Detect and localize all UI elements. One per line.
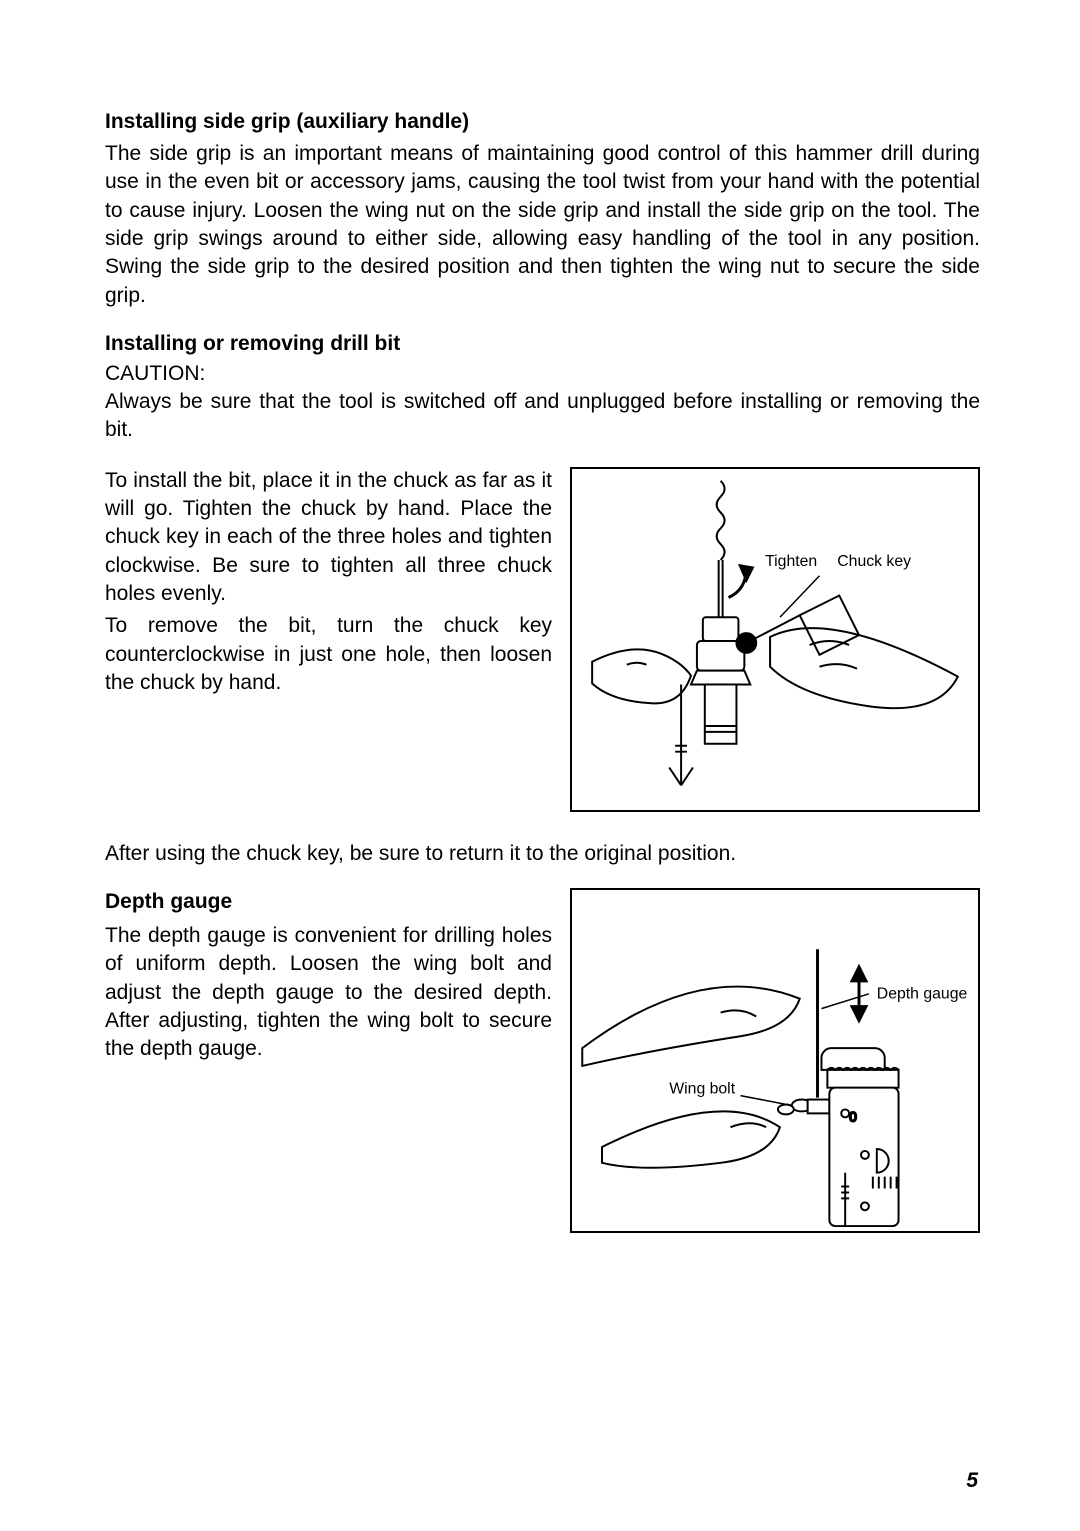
section2-text-column: To install the bit, place it in the chuc… — [105, 467, 552, 698]
caution-body: Always be sure that the tool is switched… — [105, 388, 980, 445]
label-depth-gauge: Depth gauge — [877, 985, 968, 1002]
section1-heading: Installing side grip (auxiliary handle) — [105, 110, 980, 134]
chuck-key-illustration: Tighten Chuck key — [572, 469, 978, 810]
section2-after: After using the chuck key, be sure to re… — [105, 842, 980, 866]
section1-body: The side grip is an important means of m… — [105, 140, 980, 310]
section2-para1: To install the bit, place it in the chuc… — [105, 467, 552, 609]
section3-body: The depth gauge is convenient for drilli… — [105, 922, 552, 1064]
figure-depth-gauge: 0 — [570, 888, 980, 1233]
figure-chuck-key: Tighten Chuck key — [570, 467, 980, 812]
section2-heading: Installing or removing drill bit — [105, 332, 980, 356]
svg-text:0: 0 — [849, 1108, 857, 1124]
section3-heading: Depth gauge — [105, 888, 552, 916]
caution-label: CAUTION: — [105, 362, 980, 386]
label-wing-bolt: Wing bolt — [669, 1080, 735, 1097]
label-tighten: Tighten — [765, 553, 817, 570]
label-chuck-key: Chuck key — [837, 553, 911, 570]
section3-text-column: Depth gauge The depth gauge is convenien… — [105, 888, 552, 1064]
page-number: 5 — [966, 1469, 978, 1493]
section3-row: Depth gauge The depth gauge is convenien… — [105, 888, 980, 1233]
manual-page: Installing side grip (auxiliary handle) … — [0, 0, 1080, 1531]
section2-row: To install the bit, place it in the chuc… — [105, 467, 980, 812]
section2-para2: To remove the bit, turn the chuck key co… — [105, 612, 552, 697]
depth-gauge-illustration: 0 — [572, 890, 978, 1231]
